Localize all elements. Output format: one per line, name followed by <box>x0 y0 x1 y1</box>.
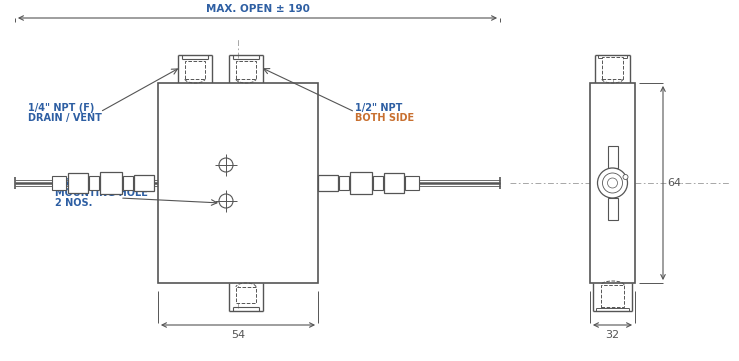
Bar <box>68 173 88 193</box>
Circle shape <box>598 168 627 198</box>
Bar <box>607 198 618 220</box>
Bar <box>590 83 635 283</box>
Bar <box>405 176 419 190</box>
Bar <box>384 173 404 193</box>
Bar <box>185 61 205 79</box>
Text: 2 NOS.: 2 NOS. <box>55 198 92 208</box>
Bar <box>236 61 256 79</box>
Text: 64: 64 <box>667 178 681 188</box>
Bar <box>52 176 66 190</box>
Bar <box>89 176 99 190</box>
Bar <box>601 285 624 307</box>
Text: Ø6.5: Ø6.5 <box>55 178 81 188</box>
Circle shape <box>219 158 233 172</box>
Circle shape <box>623 174 628 179</box>
Text: BOTH SIDE: BOTH SIDE <box>355 113 414 123</box>
Text: 54: 54 <box>231 330 245 340</box>
Text: MAX. OPEN ± 190: MAX. OPEN ± 190 <box>205 4 310 14</box>
Circle shape <box>219 194 233 208</box>
Circle shape <box>602 173 622 193</box>
Text: 32: 32 <box>605 330 619 340</box>
Bar <box>602 57 623 79</box>
Bar <box>158 83 318 283</box>
Bar <box>123 176 133 190</box>
Bar <box>339 176 349 190</box>
Text: DRAIN / VENT: DRAIN / VENT <box>28 113 102 123</box>
Text: 1/2" NPT: 1/2" NPT <box>355 103 402 113</box>
Circle shape <box>607 178 618 188</box>
Bar <box>318 175 338 191</box>
Bar <box>100 172 122 194</box>
Text: 1/4" NPT (F): 1/4" NPT (F) <box>28 103 95 113</box>
Bar <box>607 146 618 168</box>
Bar <box>134 175 154 191</box>
Bar <box>350 172 372 194</box>
Bar <box>236 287 256 303</box>
Bar <box>373 176 383 190</box>
Text: MOUNTING HOLE: MOUNTING HOLE <box>55 188 148 198</box>
